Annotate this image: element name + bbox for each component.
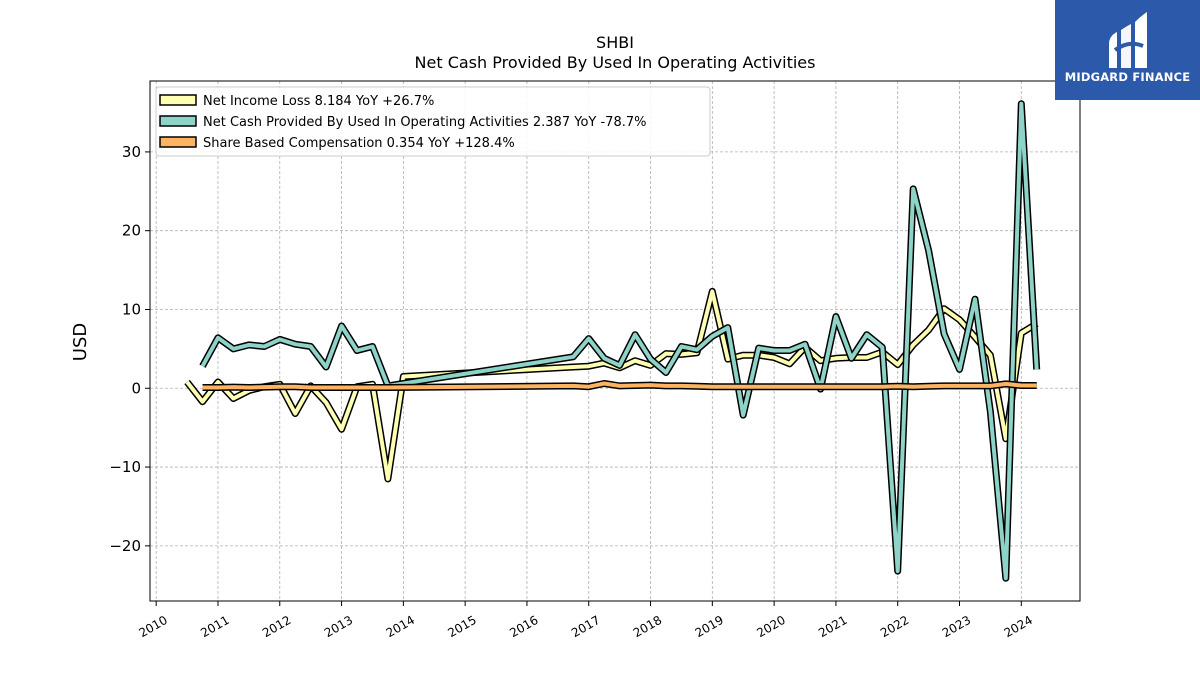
series-share-based-compensation [202,380,1037,391]
x-tick-label: 2018 [631,613,664,640]
x-tick-label: 2020 [754,613,787,640]
y-tick-label: 30 [122,143,141,161]
legend-swatch [159,115,197,127]
x-tick-label: 2012 [260,613,293,640]
legend-swatch [159,136,197,148]
legend-entry-label: Net Cash Provided By Used In Operating A… [203,115,646,130]
y-tick-label: 20 [122,222,141,240]
x-tick-label: 2016 [507,613,540,640]
x-tick-label: 2017 [569,613,602,640]
y-tick-label: 10 [122,300,141,318]
logo-text: MIDGARD FINANCE [1064,70,1191,84]
legend-entry-label: Net Income Loss 8.184 YoY +26.7% [203,94,434,109]
x-tick-label: 2022 [878,613,911,640]
brand-logo: MIDGARD FINANCE [1055,0,1200,100]
logo-mark-icon [1109,12,1147,68]
x-tick-label: 2010 [136,613,169,640]
y-axis-label: USD [70,323,91,361]
x-tick-label: 2021 [816,613,849,640]
chart-subtitle: Net Cash Provided By Used In Operating A… [415,53,816,72]
legend: Net Income Loss 8.184 YoY +26.7% Net Cash… [155,86,711,157]
series-line [185,289,1038,481]
series-layer [184,100,1041,582]
y-tick-label: 0 [131,379,141,397]
x-tick-label: 2024 [1002,613,1035,640]
x-axis: 2010 2011 2012 2013 2014 2015 2016 2017 2018 2019… [136,601,1035,640]
series-line [200,101,1039,581]
x-tick-label: 2015 [445,613,478,640]
legend-entry-label: Share Based Compensation 0.354 YoY +128.… [203,136,515,151]
series-line-outline [199,100,1041,582]
chart-title: SHBI [596,33,634,52]
plot-frame [149,80,1081,602]
series-net-cash-provided-by-used-in-operating-activities [199,100,1041,582]
y-axis: −20 −10 0 10 20 30 [109,143,150,555]
series-line [202,381,1037,390]
legend-swatch [159,94,197,106]
x-tick-label: 2023 [940,613,973,640]
series-net-income-loss [184,287,1039,483]
x-tick-label: 2014 [384,613,417,640]
x-tick-label: 2011 [198,613,231,640]
x-tick-label: 2019 [693,613,726,640]
legend-frame [155,86,711,157]
y-tick-label: −20 [109,537,141,555]
y-tick-label: −10 [109,458,141,476]
x-tick-label: 2013 [322,613,355,640]
